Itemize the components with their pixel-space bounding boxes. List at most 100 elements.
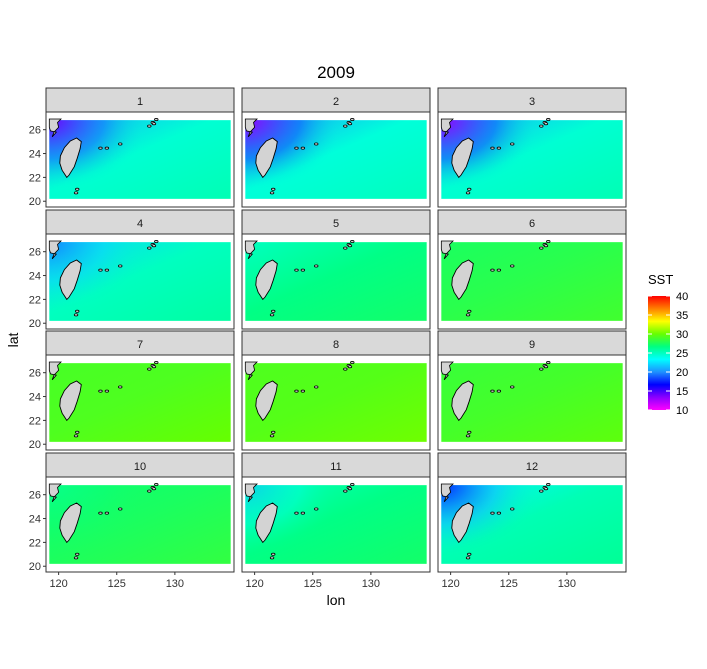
small-island	[467, 187, 472, 191]
facet-strip-label: 6	[529, 218, 535, 230]
small-island	[294, 389, 299, 393]
small-island	[98, 268, 103, 272]
small-island	[73, 556, 79, 560]
sst-field	[245, 363, 427, 442]
taiwan-island	[255, 137, 278, 179]
x-tick-label: 125	[108, 578, 126, 590]
y-tick-label: 20	[29, 561, 41, 573]
small-island	[271, 187, 276, 191]
small-island	[147, 367, 152, 371]
y-tick-label: 26	[29, 368, 41, 380]
facet-panel-month-12: 12	[437, 452, 627, 573]
small-island	[118, 385, 123, 389]
small-island	[294, 146, 299, 150]
small-island	[104, 268, 110, 272]
small-island	[154, 118, 159, 122]
mainland-coast	[440, 118, 454, 138]
facet-strip	[437, 209, 627, 235]
small-island	[539, 489, 544, 493]
taiwan-island	[255, 502, 278, 544]
x-axis-title: lon	[327, 592, 346, 608]
taiwan-island	[451, 380, 474, 422]
legend-colorbar	[648, 296, 670, 410]
small-island	[98, 389, 103, 393]
small-island	[490, 146, 495, 150]
small-island	[269, 434, 275, 438]
y-tick-label: 26	[29, 247, 41, 259]
mainland-coast	[440, 240, 454, 260]
taiwan-island	[451, 137, 474, 179]
taiwan-island	[59, 137, 82, 179]
facet-panel-month-5: 5	[241, 209, 431, 330]
y-tick-label: 22	[29, 294, 41, 306]
legend-break-label: 40	[676, 291, 688, 303]
small-island	[467, 552, 472, 556]
small-island	[151, 487, 157, 491]
small-island	[350, 118, 355, 122]
small-island	[75, 552, 80, 556]
small-island	[343, 489, 348, 493]
small-island	[104, 511, 110, 515]
facet-strip	[45, 87, 235, 113]
legend-break-label: 25	[676, 348, 688, 360]
facet-panel-month-4: 4	[45, 209, 235, 330]
taiwan-island	[255, 380, 278, 422]
small-island	[118, 264, 123, 268]
sst-field	[441, 242, 623, 321]
facet-strip-label: 9	[529, 339, 535, 351]
small-island	[104, 389, 110, 393]
x-tick-label: 120	[441, 578, 459, 590]
small-island	[467, 309, 472, 313]
facet-panel-month-9: 9	[437, 330, 627, 451]
facet-panel-month-8: 8	[241, 330, 431, 451]
facet-strip	[241, 87, 431, 113]
mainland-coast	[244, 118, 258, 138]
y-tick-label: 22	[29, 172, 41, 184]
mainland-coast	[440, 361, 454, 381]
facet-panel-month-7: 7	[45, 330, 235, 451]
small-island	[546, 240, 551, 244]
small-island	[294, 511, 299, 515]
small-island	[75, 430, 80, 434]
small-island	[271, 430, 276, 434]
small-island	[546, 483, 551, 487]
chart-title: 2009	[317, 63, 355, 82]
taiwan-island	[59, 502, 82, 544]
y-tick-label: 22	[29, 415, 41, 427]
legend-break-label: 30	[676, 329, 688, 341]
facet-strip	[45, 209, 235, 235]
small-island	[147, 489, 152, 493]
small-island	[271, 552, 276, 556]
small-island	[496, 268, 502, 272]
facet-panel-month-10: 10	[45, 452, 235, 573]
small-island	[350, 361, 355, 365]
facet-panel-month-6: 6	[437, 209, 627, 330]
taiwan-island	[451, 502, 474, 544]
facet-strip	[241, 209, 431, 235]
small-island	[300, 146, 306, 150]
facet-strip-label: 3	[529, 96, 535, 108]
small-island	[151, 122, 157, 126]
small-island	[118, 142, 123, 146]
legend-break-label: 35	[676, 310, 688, 322]
small-island	[73, 191, 79, 195]
y-tick-label: 22	[29, 537, 41, 549]
x-tick-label: 120	[245, 578, 263, 590]
y-tick-label: 24	[29, 392, 41, 404]
facet-strip-label: 10	[134, 461, 146, 473]
small-island	[543, 487, 549, 491]
small-island	[496, 511, 502, 515]
y-tick-label: 26	[29, 125, 41, 137]
small-island	[510, 507, 515, 511]
small-island	[510, 142, 515, 146]
small-island	[151, 244, 157, 248]
sst-field	[49, 363, 231, 442]
small-island	[314, 507, 319, 511]
facet-strip-label: 2	[333, 96, 339, 108]
small-island	[546, 361, 551, 365]
facet-panel-month-2: 2	[241, 87, 431, 208]
legend-break-label: 10	[676, 405, 688, 417]
facet-panel-month-1: 1	[45, 87, 235, 208]
